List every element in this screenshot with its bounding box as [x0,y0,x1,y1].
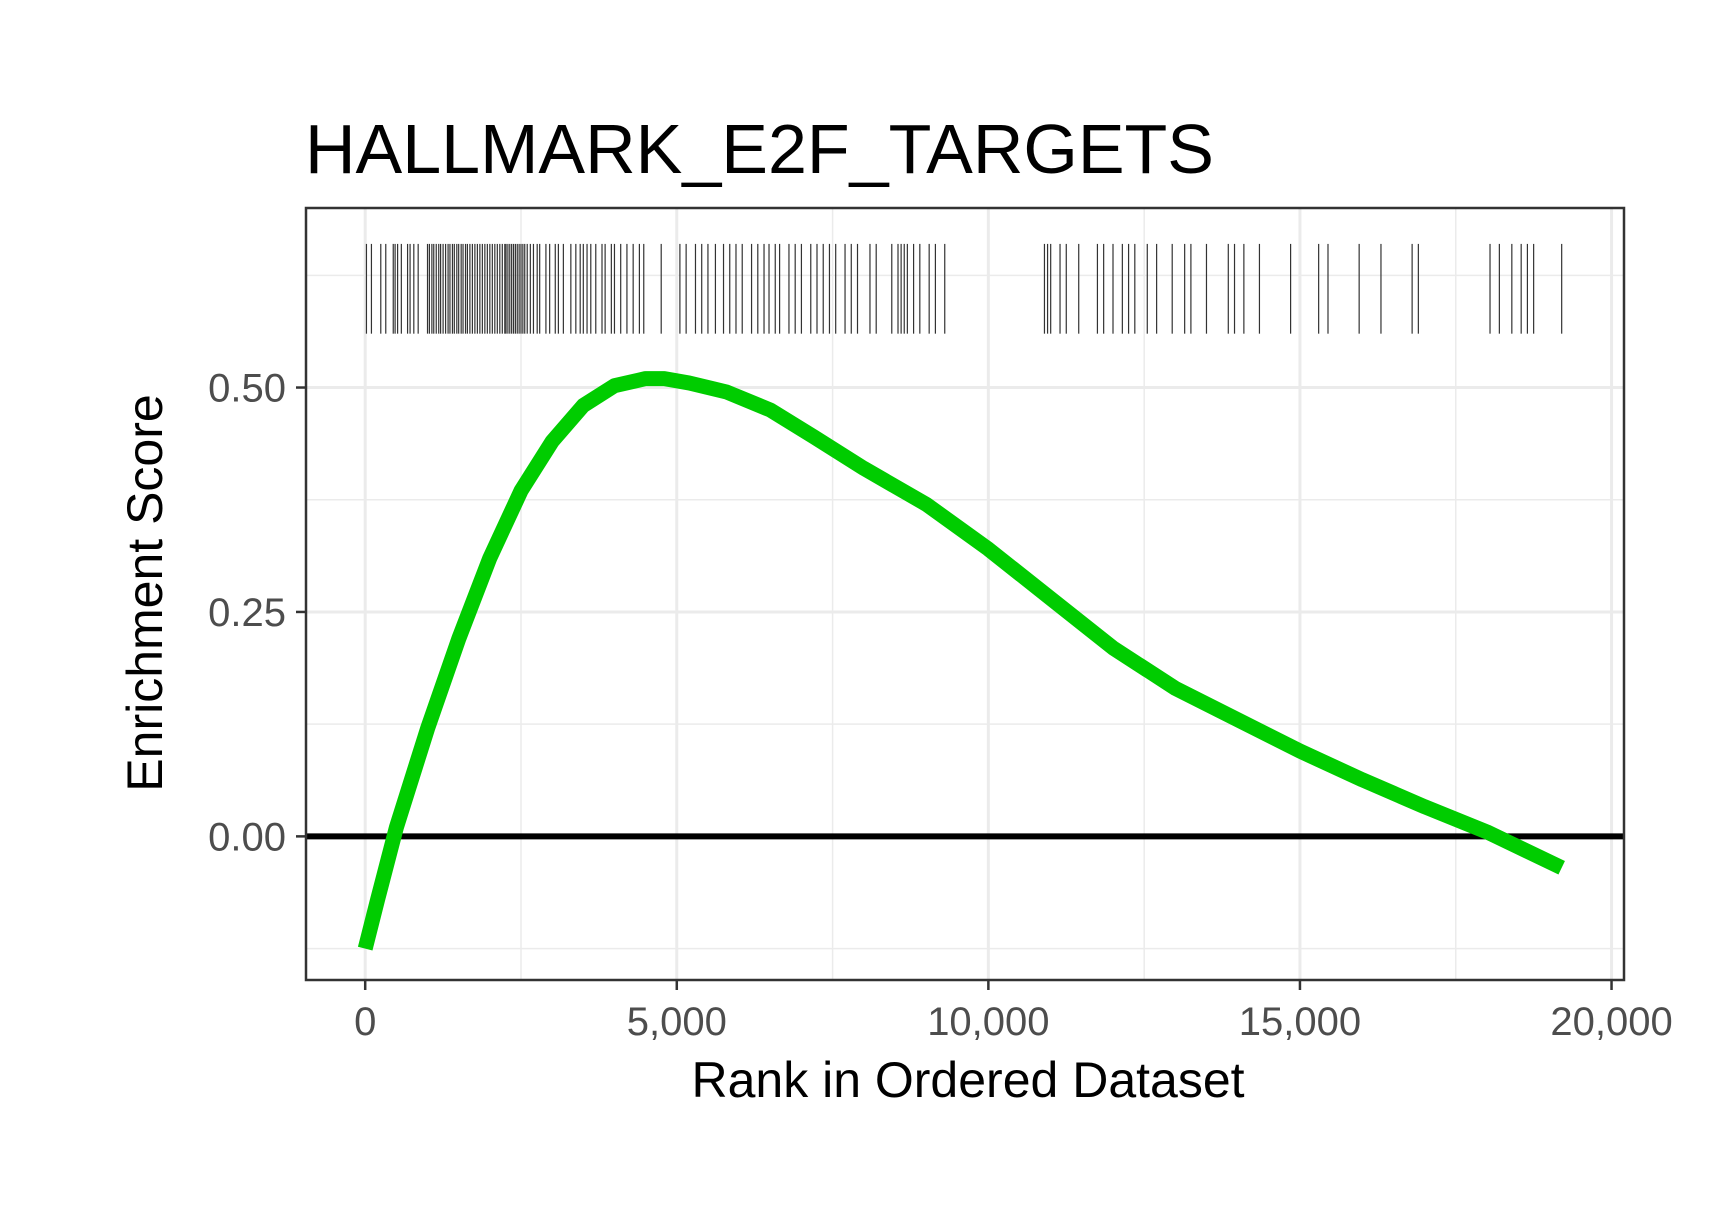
plot-area: 0 5,000 10,000 15,000 20,000 0.00 0.25 0.50 [208,206,1673,1044]
x-tick-label: 10,000 [927,1000,1049,1044]
y-tick-label: 0.50 [208,367,286,411]
x-axis-title: Rank in Ordered Dataset [691,1052,1244,1108]
x-tick-label: 0 [354,1000,376,1044]
y-tick-label: 0.00 [208,815,286,859]
panel-background [306,208,1624,980]
chart-title: HALLMARK_E2F_TARGETS [305,110,1214,188]
x-tick-label: 15,000 [1239,1000,1361,1044]
enrichment-score-line [357,371,1565,951]
x-tick-label: 5,000 [627,1000,727,1044]
x-tick-label: 20,000 [1550,1000,1672,1044]
y-tick-label: 0.25 [208,591,286,635]
panel-border [304,206,1626,982]
y-axis-title: Enrichment Score [117,394,173,791]
